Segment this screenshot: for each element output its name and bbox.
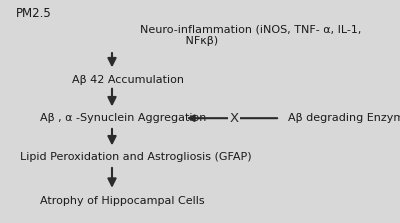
Text: Lipid Peroxidation and Astrogliosis (GFAP): Lipid Peroxidation and Astrogliosis (GFA… [20, 152, 252, 162]
Text: Aβ degrading Enzyme (IDE): Aβ degrading Enzyme (IDE) [288, 113, 400, 123]
Text: Neuro-inflammation (iNOS, TNF- α, IL-1,
             NFκβ): Neuro-inflammation (iNOS, TNF- α, IL-1, … [140, 25, 361, 46]
Text: PM2.5: PM2.5 [16, 7, 52, 20]
Text: Atrophy of Hippocampal Cells: Atrophy of Hippocampal Cells [40, 196, 205, 206]
Text: X: X [230, 112, 238, 125]
Text: Aβ , α -Synuclein Aggregation: Aβ , α -Synuclein Aggregation [40, 113, 206, 123]
Text: Aβ 42 Accumulation: Aβ 42 Accumulation [72, 75, 184, 85]
